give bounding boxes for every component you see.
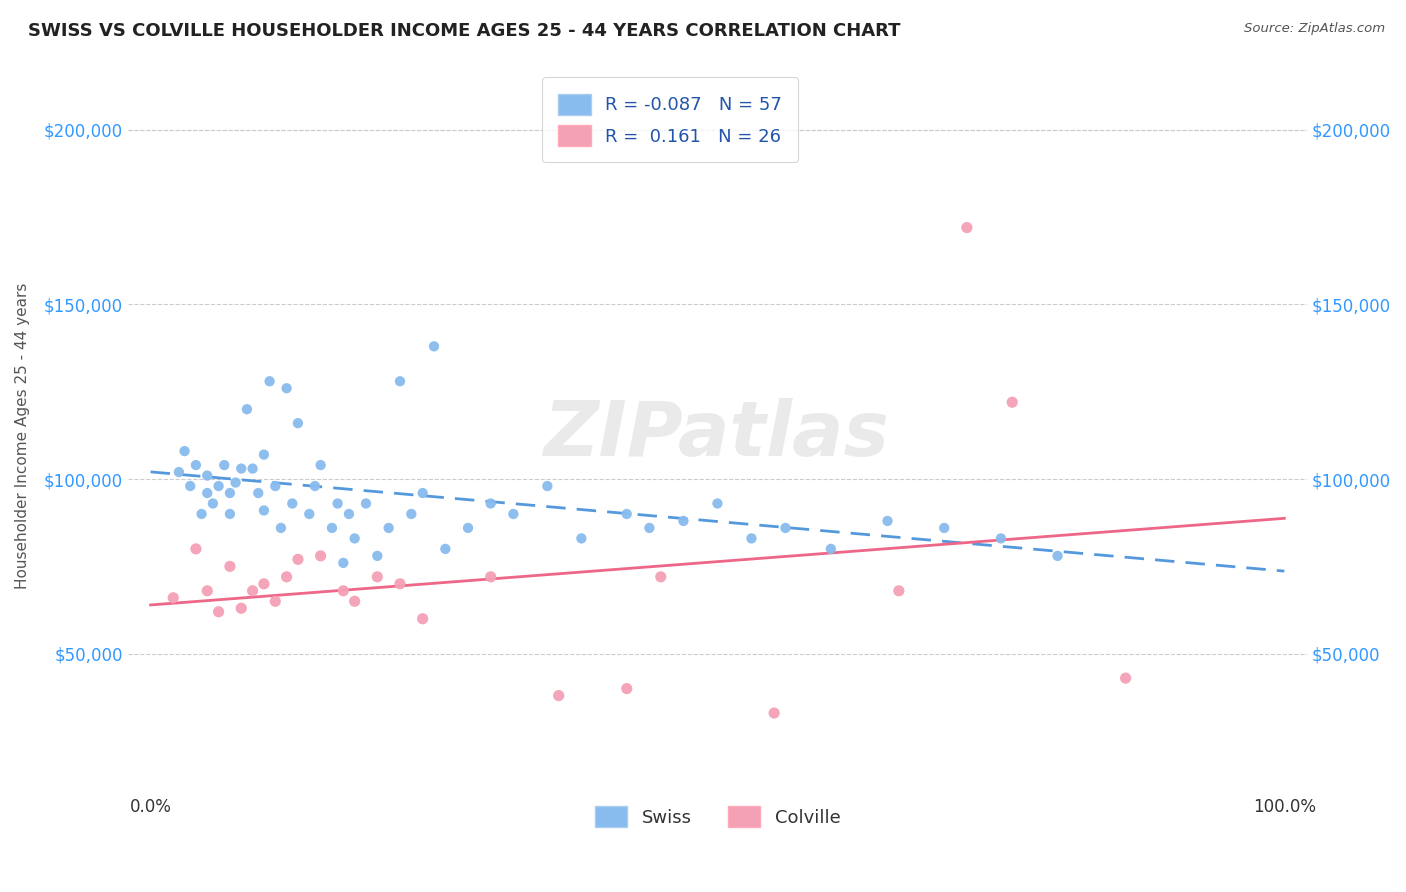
Point: [876, 514, 898, 528]
Point: [309, 549, 332, 563]
Point: [740, 532, 762, 546]
Point: [479, 496, 502, 510]
Point: [423, 339, 446, 353]
Point: [366, 549, 388, 563]
Text: ZIPatlas: ZIPatlas: [544, 399, 890, 473]
Point: [388, 374, 411, 388]
Point: [479, 570, 502, 584]
Point: [264, 479, 287, 493]
Point: [219, 507, 242, 521]
Point: [706, 496, 728, 510]
Point: [536, 479, 558, 493]
Point: [502, 507, 524, 521]
Point: [934, 521, 956, 535]
Point: [195, 468, 218, 483]
Point: [332, 583, 354, 598]
Point: [207, 605, 229, 619]
Point: [616, 507, 638, 521]
Point: [343, 594, 366, 608]
Point: [326, 496, 349, 510]
Point: [162, 591, 184, 605]
Point: [571, 532, 593, 546]
Point: [650, 570, 672, 584]
Text: SWISS VS COLVILLE HOUSEHOLDER INCOME AGES 25 - 44 YEARS CORRELATION CHART: SWISS VS COLVILLE HOUSEHOLDER INCOME AGE…: [28, 22, 901, 40]
Point: [242, 461, 264, 475]
Point: [412, 486, 434, 500]
Point: [1001, 395, 1024, 409]
Point: [264, 594, 287, 608]
Point: [231, 601, 253, 615]
Point: [401, 507, 423, 521]
Point: [343, 532, 366, 546]
Legend: Swiss, Colville: Swiss, Colville: [588, 799, 848, 834]
Point: [377, 521, 399, 535]
Point: [231, 461, 253, 475]
Point: [616, 681, 638, 696]
Point: [1046, 549, 1069, 563]
Point: [1115, 671, 1137, 685]
Point: [638, 521, 661, 535]
Point: [207, 479, 229, 493]
Point: [304, 479, 326, 493]
Point: [820, 541, 842, 556]
Point: [763, 706, 786, 720]
Point: [219, 559, 242, 574]
Point: [332, 556, 354, 570]
Point: [354, 496, 377, 510]
Point: [184, 458, 207, 472]
Point: [195, 486, 218, 500]
Point: [195, 583, 218, 598]
Point: [259, 374, 281, 388]
Point: [225, 475, 247, 490]
Point: [167, 465, 190, 479]
Point: [298, 507, 321, 521]
Point: [287, 552, 309, 566]
Point: [366, 570, 388, 584]
Point: [990, 532, 1012, 546]
Y-axis label: Householder Income Ages 25 - 44 years: Householder Income Ages 25 - 44 years: [15, 282, 30, 589]
Point: [253, 503, 276, 517]
Point: [775, 521, 797, 535]
Point: [253, 448, 276, 462]
Point: [179, 479, 201, 493]
Point: [212, 458, 235, 472]
Point: [247, 486, 270, 500]
Point: [276, 570, 298, 584]
Point: [270, 521, 292, 535]
Point: [253, 577, 276, 591]
Text: Source: ZipAtlas.com: Source: ZipAtlas.com: [1244, 22, 1385, 36]
Point: [219, 486, 242, 500]
Point: [388, 577, 411, 591]
Point: [337, 507, 360, 521]
Point: [276, 381, 298, 395]
Point: [457, 521, 479, 535]
Point: [434, 541, 457, 556]
Point: [287, 416, 309, 430]
Point: [173, 444, 195, 458]
Point: [236, 402, 259, 417]
Point: [321, 521, 343, 535]
Point: [672, 514, 695, 528]
Point: [184, 541, 207, 556]
Point: [547, 689, 569, 703]
Point: [190, 507, 212, 521]
Point: [201, 496, 224, 510]
Point: [242, 583, 264, 598]
Point: [956, 220, 979, 235]
Point: [887, 583, 910, 598]
Point: [309, 458, 332, 472]
Point: [412, 612, 434, 626]
Point: [281, 496, 304, 510]
